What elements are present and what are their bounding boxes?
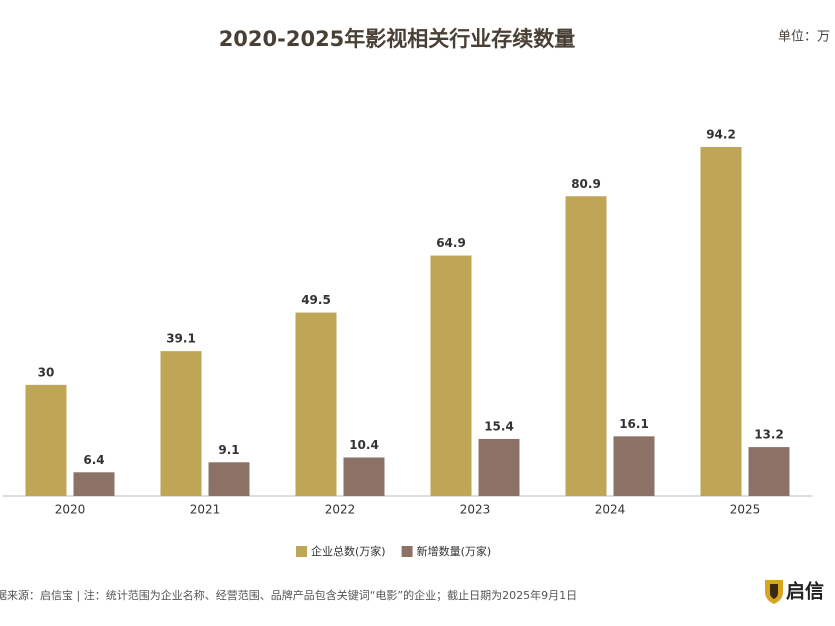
data-label: 30 bbox=[38, 365, 55, 379]
data-label: 10.4 bbox=[349, 438, 379, 452]
chart-title: 2020-2025年影视相关行业存续数量 bbox=[219, 27, 576, 51]
data-label: 6.4 bbox=[83, 453, 104, 467]
unit-label: 单位：万 bbox=[778, 30, 830, 45]
bar bbox=[343, 457, 385, 496]
data-label: 49.5 bbox=[301, 293, 331, 307]
data-label: 80.9 bbox=[571, 177, 601, 191]
bar bbox=[700, 146, 742, 496]
bar bbox=[295, 312, 337, 496]
bar bbox=[478, 438, 520, 496]
logo-icon-inner bbox=[770, 584, 778, 599]
x-tick-label: 2021 bbox=[190, 503, 221, 517]
x-tick-label: 2024 bbox=[595, 503, 626, 517]
data-label: 9.1 bbox=[218, 443, 239, 457]
data-label: 15.4 bbox=[484, 419, 514, 433]
data-label: 94.2 bbox=[706, 127, 736, 141]
logo-text: 启信 bbox=[786, 580, 824, 603]
data-label: 64.9 bbox=[436, 236, 466, 250]
data-label: 16.1 bbox=[619, 417, 649, 431]
x-tick-label: 2023 bbox=[460, 503, 491, 517]
bar bbox=[160, 351, 202, 496]
legend-swatch bbox=[296, 546, 307, 557]
bar bbox=[565, 196, 607, 496]
data-label: 39.1 bbox=[166, 332, 196, 346]
x-tick-label: 2022 bbox=[325, 503, 356, 517]
bar bbox=[613, 436, 655, 496]
bar bbox=[430, 255, 472, 496]
x-tick-label: 2025 bbox=[730, 503, 761, 517]
bar bbox=[73, 472, 115, 496]
bar bbox=[208, 462, 250, 496]
x-tick-label: 2020 bbox=[55, 503, 86, 517]
legend-label: 新增数量(万家) bbox=[417, 544, 492, 558]
bar bbox=[25, 384, 67, 496]
legend-label: 企业总数(万家) bbox=[311, 544, 386, 558]
bar bbox=[748, 447, 790, 496]
legend-swatch bbox=[401, 546, 413, 557]
data-label: 13.2 bbox=[754, 428, 784, 442]
footer-note: 据来源：启信宝 | 注：统计范围为企业名称、经营范围、品牌产品包含关键词“电影”… bbox=[0, 588, 577, 602]
